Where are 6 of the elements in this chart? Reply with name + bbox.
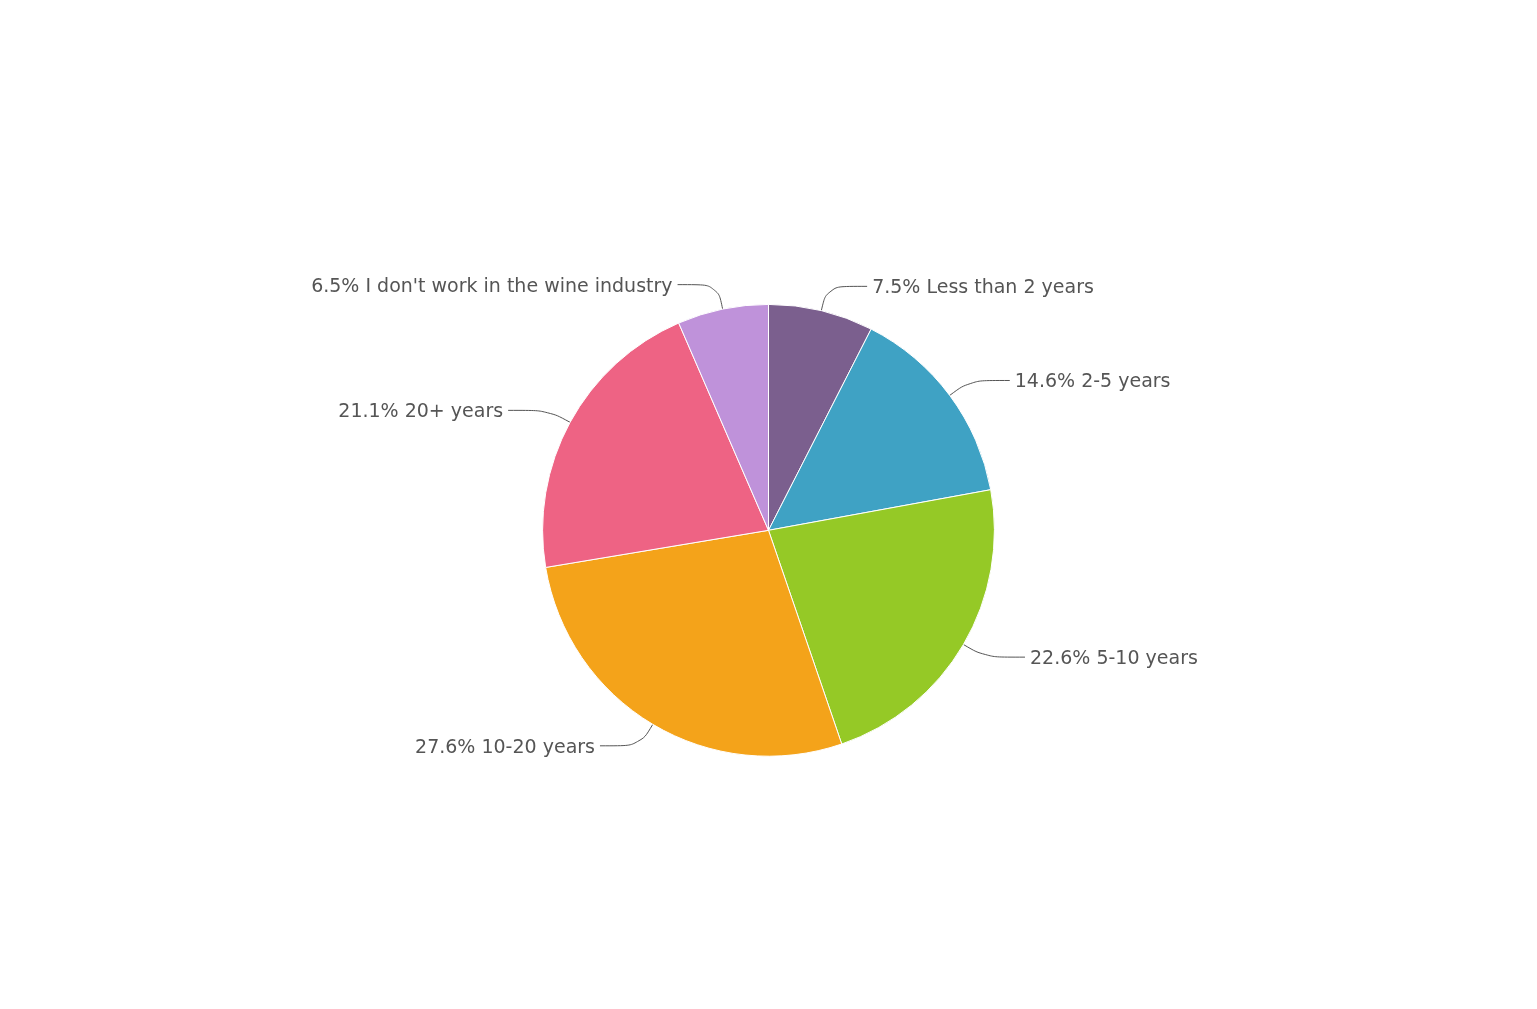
slice-label: 22.6% 5-10 years (1030, 646, 1198, 669)
slice-label: 6.5% I don't work in the wine industry (311, 273, 673, 296)
slice-label: 14.6% 2-5 years (1014, 369, 1171, 392)
slice-label: 7.5% Less than 2 years (872, 275, 1094, 298)
slice-label: 21.1% 20+ years (338, 399, 504, 422)
slice-label: 27.6% 10-20 years (415, 734, 595, 757)
